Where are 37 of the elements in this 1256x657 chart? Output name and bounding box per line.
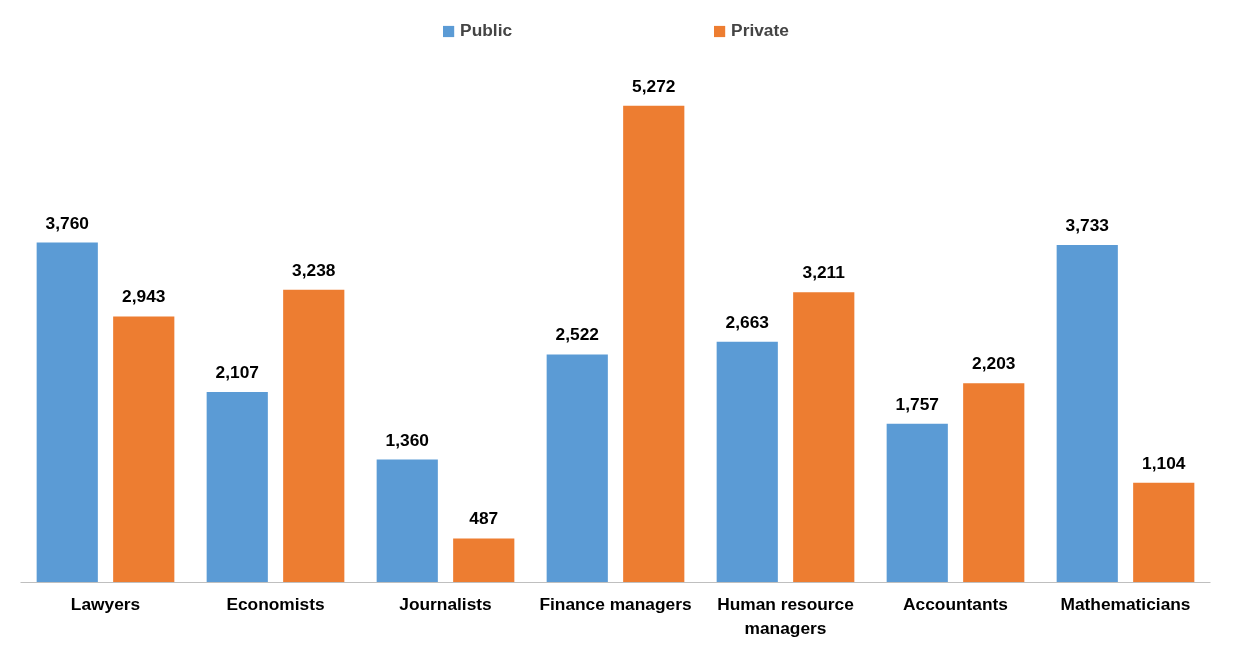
data-label: 2,522 (555, 324, 599, 345)
x-tick-label: Mathematicians (1060, 593, 1191, 614)
data-label: 3,238 (292, 259, 336, 280)
data-label: 2,203 (972, 353, 1016, 374)
data-label: 2,107 (215, 362, 259, 382)
legend-label: Private (731, 20, 789, 41)
data-label: 1,757 (895, 393, 939, 414)
data-label: 2,663 (725, 311, 770, 332)
bar (716, 341, 778, 583)
bar (1133, 482, 1195, 583)
bar (546, 354, 608, 583)
bar (963, 383, 1025, 583)
data-label: 5,272 (632, 75, 676, 96)
data-label: 2,943 (122, 286, 166, 307)
data-label: 3,733 (1065, 214, 1110, 235)
bar (886, 423, 948, 583)
bar (793, 292, 855, 583)
bar (283, 289, 345, 583)
bar (36, 242, 98, 583)
bar (623, 105, 685, 583)
data-label: 3,760 (45, 212, 89, 233)
bar (453, 538, 515, 583)
data-label: 1,360 (385, 429, 429, 450)
bar (206, 392, 268, 583)
bar (1056, 244, 1118, 583)
x-tick-label: Human resource managers (717, 593, 855, 638)
bar (113, 316, 175, 583)
bar (376, 459, 438, 583)
x-tick-label: Journalists (399, 593, 492, 614)
data-label: 1,104 (1142, 452, 1186, 473)
legend-label: Public (460, 20, 513, 41)
x-tick-label: Economists (226, 593, 325, 614)
x-tick-label: Accountants (903, 593, 1008, 614)
x-tick-label: Finance managers (539, 593, 692, 614)
x-tick-label: Lawyers (70, 593, 141, 614)
data-label: 3,211 (802, 262, 846, 283)
data-label: 487 (469, 508, 499, 529)
